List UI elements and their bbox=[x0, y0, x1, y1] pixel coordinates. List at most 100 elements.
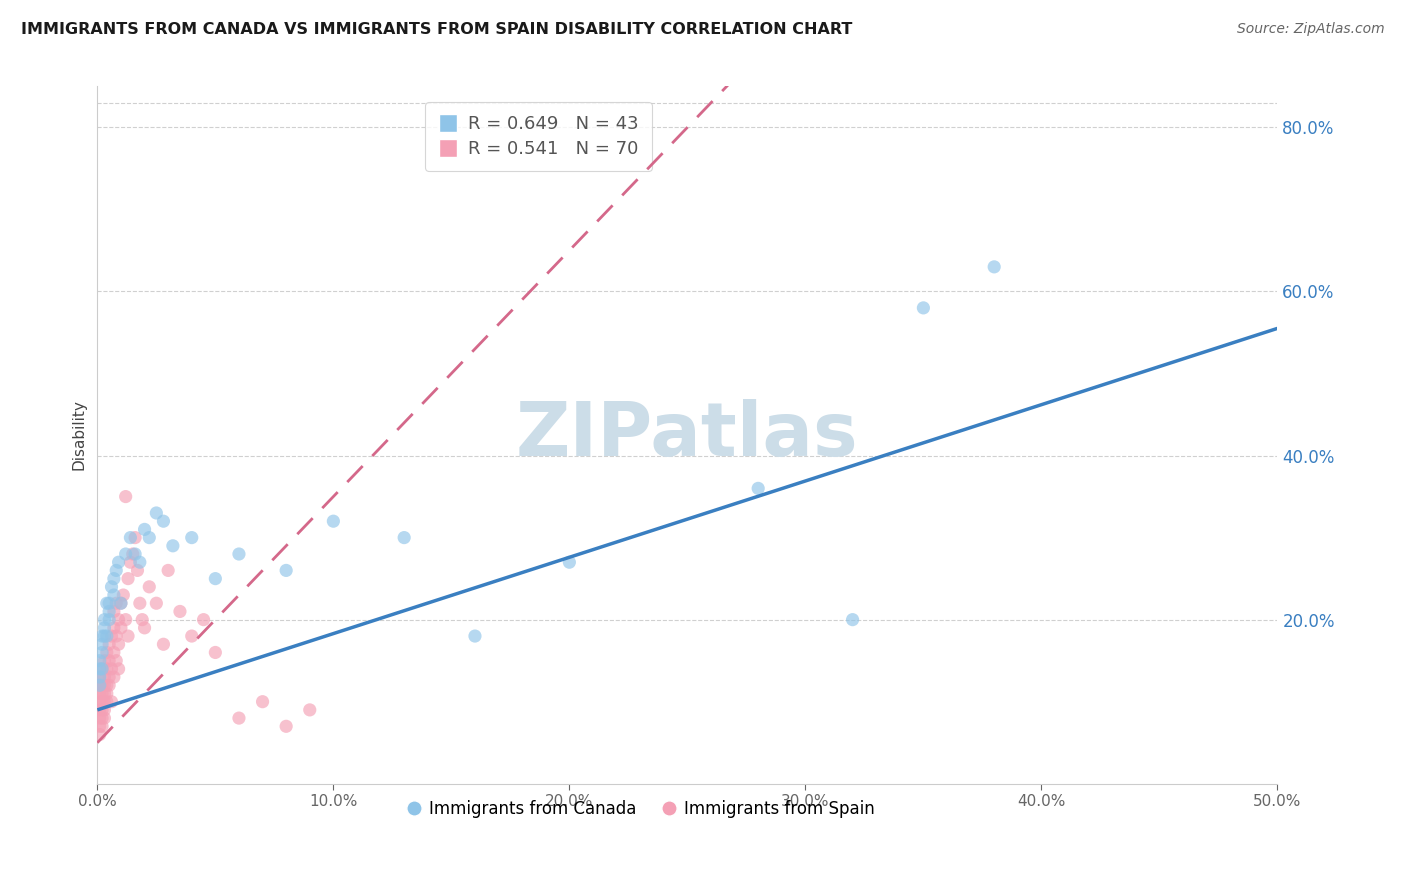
Immigrants from Canada bbox=[983, 260, 1005, 274]
Immigrants from Canada bbox=[89, 662, 111, 676]
Immigrants from Canada bbox=[91, 645, 114, 659]
Immigrants from Canada bbox=[91, 662, 114, 676]
Immigrants from Spain bbox=[107, 662, 129, 676]
Immigrants from Canada bbox=[93, 629, 115, 643]
Immigrants from Spain bbox=[98, 654, 121, 668]
Immigrants from Canada bbox=[107, 555, 129, 569]
Immigrants from Spain bbox=[110, 621, 132, 635]
Immigrants from Spain bbox=[117, 572, 139, 586]
Immigrants from Spain bbox=[89, 678, 111, 692]
Immigrants from Spain bbox=[93, 686, 115, 700]
Immigrants from Spain bbox=[193, 613, 215, 627]
Immigrants from Spain bbox=[96, 686, 118, 700]
Immigrants from Spain bbox=[105, 629, 128, 643]
Immigrants from Spain bbox=[138, 580, 160, 594]
Immigrants from Spain bbox=[127, 563, 149, 577]
Immigrants from Canada bbox=[114, 547, 136, 561]
Immigrants from Spain bbox=[107, 613, 129, 627]
Immigrants from Spain bbox=[131, 613, 153, 627]
Immigrants from Spain bbox=[89, 686, 111, 700]
Immigrants from Spain bbox=[93, 670, 115, 684]
Text: IMMIGRANTS FROM CANADA VS IMMIGRANTS FROM SPAIN DISABILITY CORRELATION CHART: IMMIGRANTS FROM CANADA VS IMMIGRANTS FRO… bbox=[21, 22, 852, 37]
Immigrants from Spain bbox=[93, 654, 115, 668]
Immigrants from Spain bbox=[157, 563, 180, 577]
Immigrants from Spain bbox=[107, 637, 129, 651]
Immigrants from Canada bbox=[110, 596, 132, 610]
Immigrants from Spain bbox=[89, 719, 111, 733]
Immigrants from Canada bbox=[120, 531, 142, 545]
Immigrants from Spain bbox=[91, 662, 114, 676]
Immigrants from Canada bbox=[100, 580, 122, 594]
Immigrants from Canada bbox=[464, 629, 486, 643]
Immigrants from Spain bbox=[134, 621, 156, 635]
Immigrants from Spain bbox=[103, 604, 125, 618]
Immigrants from Spain bbox=[91, 678, 114, 692]
Immigrants from Spain bbox=[103, 670, 125, 684]
Immigrants from Spain bbox=[100, 662, 122, 676]
Immigrants from Spain bbox=[114, 490, 136, 504]
Immigrants from Spain bbox=[114, 613, 136, 627]
Immigrants from Spain bbox=[93, 703, 115, 717]
Immigrants from Spain bbox=[91, 719, 114, 733]
Immigrants from Spain bbox=[124, 531, 146, 545]
Immigrants from Canada bbox=[91, 637, 114, 651]
Immigrants from Canada bbox=[124, 547, 146, 561]
Immigrants from Spain bbox=[105, 654, 128, 668]
Immigrants from Spain bbox=[276, 719, 298, 733]
Immigrants from Canada bbox=[103, 572, 125, 586]
Immigrants from Spain bbox=[89, 670, 111, 684]
Immigrants from Canada bbox=[558, 555, 581, 569]
Immigrants from Canada bbox=[91, 629, 114, 643]
Text: Source: ZipAtlas.com: Source: ZipAtlas.com bbox=[1237, 22, 1385, 37]
Immigrants from Spain bbox=[120, 555, 142, 569]
Immigrants from Spain bbox=[117, 629, 139, 643]
Immigrants from Spain bbox=[152, 637, 174, 651]
Immigrants from Spain bbox=[96, 678, 118, 692]
Immigrants from Canada bbox=[134, 522, 156, 536]
Immigrants from Canada bbox=[392, 531, 415, 545]
Immigrants from Spain bbox=[145, 596, 167, 610]
Immigrants from Spain bbox=[112, 588, 135, 602]
Immigrants from Spain bbox=[103, 621, 125, 635]
Legend: Immigrants from Canada, Immigrants from Spain: Immigrants from Canada, Immigrants from … bbox=[399, 793, 882, 824]
Immigrants from Spain bbox=[93, 711, 115, 725]
Immigrants from Spain bbox=[103, 645, 125, 659]
Immigrants from Spain bbox=[121, 547, 143, 561]
Immigrants from Canada bbox=[89, 654, 111, 668]
Immigrants from Canada bbox=[162, 539, 184, 553]
Immigrants from Spain bbox=[252, 695, 274, 709]
Immigrants from Canada bbox=[105, 563, 128, 577]
Immigrants from Canada bbox=[180, 531, 202, 545]
Immigrants from Spain bbox=[110, 596, 132, 610]
Immigrants from Canada bbox=[103, 588, 125, 602]
Immigrants from Canada bbox=[276, 563, 298, 577]
Immigrants from Canada bbox=[138, 531, 160, 545]
Immigrants from Canada bbox=[747, 482, 769, 496]
Immigrants from Spain bbox=[96, 645, 118, 659]
Immigrants from Spain bbox=[100, 629, 122, 643]
Immigrants from Canada bbox=[98, 604, 121, 618]
Immigrants from Canada bbox=[98, 596, 121, 610]
Immigrants from Spain bbox=[96, 695, 118, 709]
Immigrants from Canada bbox=[204, 572, 226, 586]
Immigrants from Canada bbox=[912, 301, 935, 315]
Immigrants from Spain bbox=[89, 727, 111, 741]
Immigrants from Spain bbox=[98, 670, 121, 684]
Immigrants from Spain bbox=[128, 596, 150, 610]
Immigrants from Canada bbox=[93, 621, 115, 635]
Immigrants from Spain bbox=[89, 703, 111, 717]
Immigrants from Canada bbox=[841, 613, 863, 627]
Immigrants from Spain bbox=[169, 604, 191, 618]
Immigrants from Canada bbox=[89, 670, 111, 684]
Immigrants from Spain bbox=[98, 678, 121, 692]
Immigrants from Spain bbox=[105, 596, 128, 610]
Immigrants from Canada bbox=[96, 629, 118, 643]
Immigrants from Spain bbox=[228, 711, 250, 725]
Text: ZIPatlas: ZIPatlas bbox=[516, 399, 859, 472]
Immigrants from Canada bbox=[145, 506, 167, 520]
Immigrants from Spain bbox=[89, 711, 111, 725]
Immigrants from Spain bbox=[298, 703, 321, 717]
Immigrants from Canada bbox=[96, 596, 118, 610]
Immigrants from Canada bbox=[228, 547, 250, 561]
Immigrants from Spain bbox=[98, 637, 121, 651]
